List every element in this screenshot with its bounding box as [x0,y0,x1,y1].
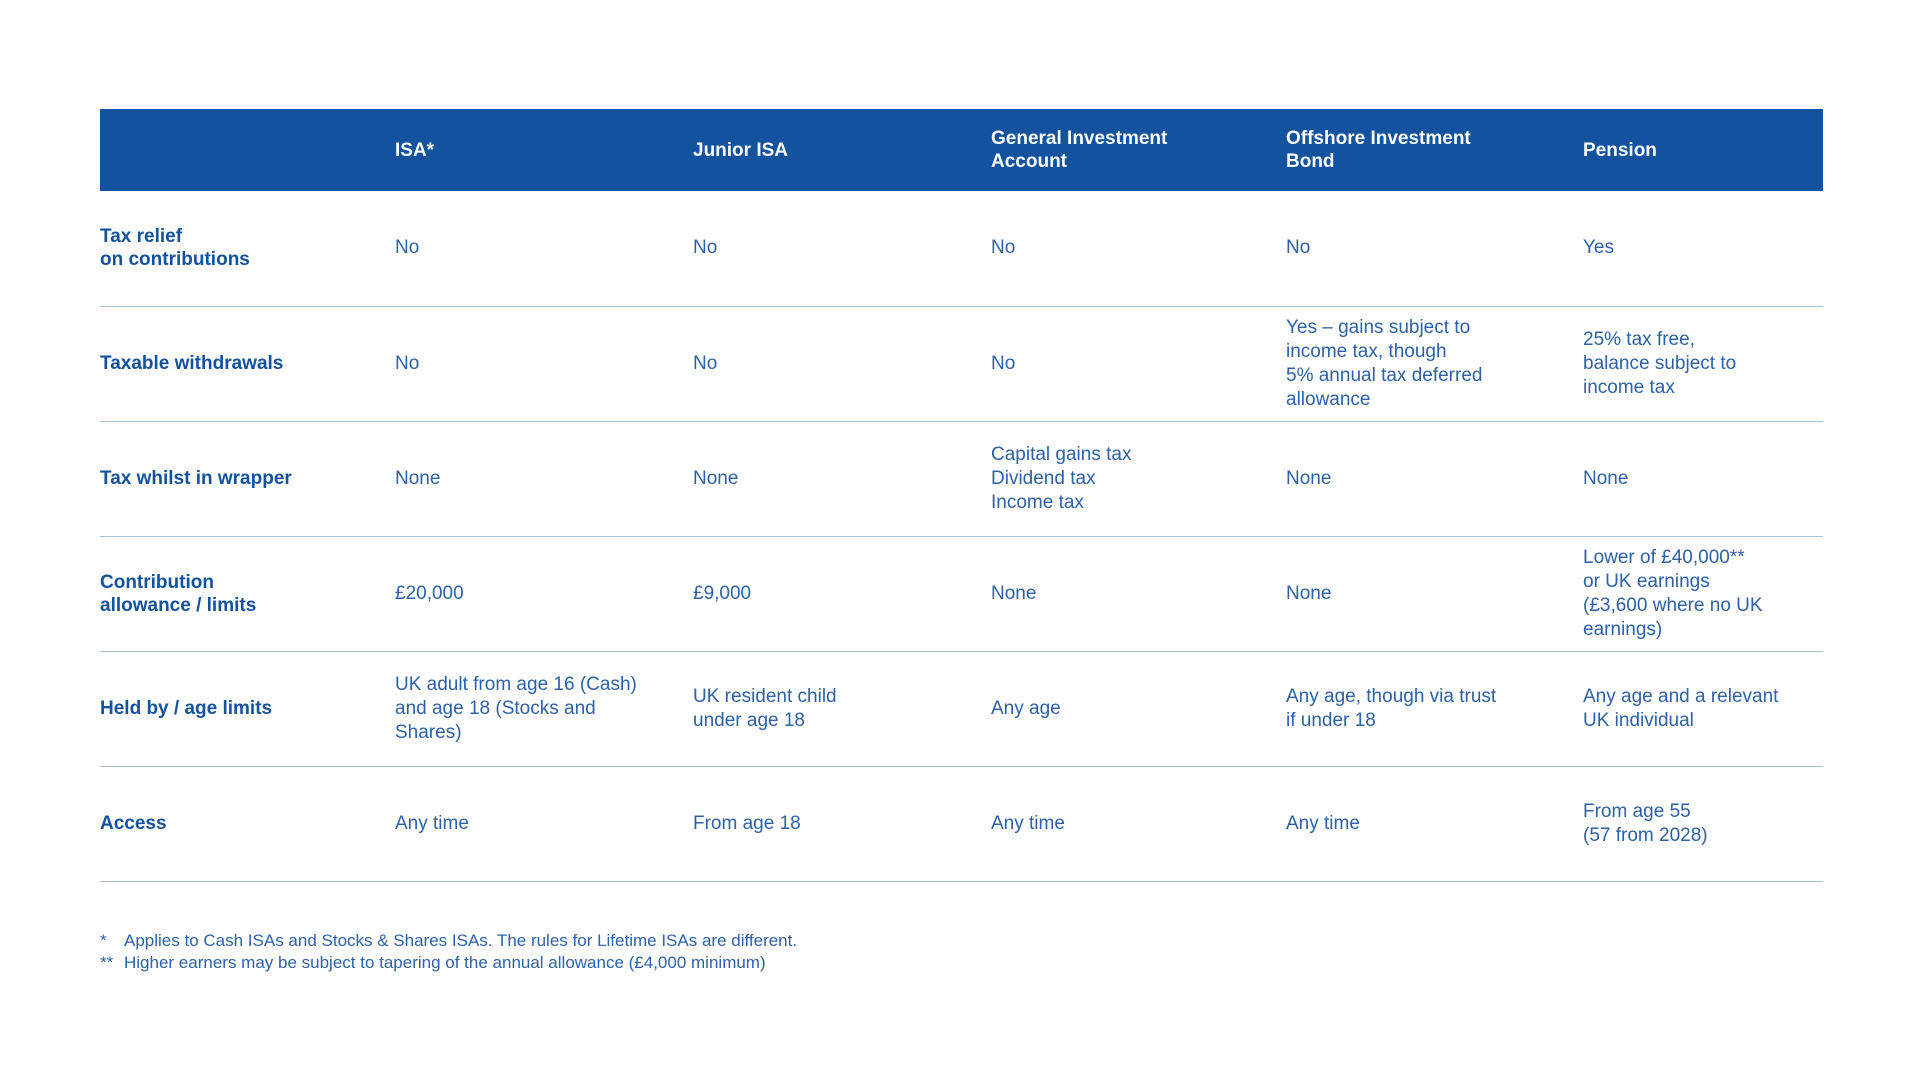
column-header-junior-isa: Junior ISA [693,109,991,191]
table-header: ISA* Junior ISA General Investment Accou… [100,109,1823,191]
table-cell: No [991,306,1286,422]
table-row-held-by-age-limits: Held by / age limits UK adult from age 1… [100,651,1823,767]
table-row-access: Access Any time From age 18 Any time Any… [100,766,1823,882]
table-cell: No [991,191,1286,307]
footnote-text: Higher earners may be subject to taperin… [124,953,766,972]
row-label: Access [100,766,395,882]
table-cell: From age 18 [693,766,991,882]
table-cell: Any age and a relevant UK individual [1583,651,1823,767]
footnote-asterisk: * Applies to Cash ISAs and Stocks & Shar… [100,930,1700,952]
footnote-marker: * [100,931,107,950]
table-cell: None [1583,421,1823,537]
column-header-offshore-investment-bond: Offshore Investment Bond [1286,109,1583,191]
corner-cell [100,109,395,191]
footnote-marker: ** [100,953,114,972]
table-body: Tax relief on contributions No No No No … [100,191,1823,882]
comparison-table-container: ISA* Junior ISA General Investment Accou… [100,109,1823,882]
footnotes: * Applies to Cash ISAs and Stocks & Shar… [100,930,1700,974]
column-header-pension: Pension [1583,109,1823,191]
table-row-taxable-withdrawals: Taxable withdrawals No No No Yes – gains… [100,306,1823,422]
table-cell: 25% tax free, balance subject to income … [1583,306,1823,422]
table-cell: Yes – gains subject to income tax, thoug… [1286,306,1583,422]
table-cell: Any age, though via trust if under 18 [1286,651,1583,767]
table-cell: None [395,421,693,537]
footnote-text: Applies to Cash ISAs and Stocks & Shares… [124,931,798,950]
table-cell: Lower of £40,000** or UK earnings (£3,60… [1583,536,1823,652]
table-cell: Yes [1583,191,1823,307]
table-cell: No [1286,191,1583,307]
table-row-tax-relief: Tax relief on contributions No No No No … [100,191,1823,307]
row-label: Tax relief on contributions [100,191,395,307]
table-cell: UK adult from age 16 (Cash) and age 18 (… [395,651,693,767]
table-row-contribution-allowance: Contribution allowance / limits £20,000 … [100,536,1823,652]
comparison-table: ISA* Junior ISA General Investment Accou… [100,109,1823,882]
table-cell: None [991,536,1286,652]
row-label: Taxable withdrawals [100,306,395,422]
row-label: Contribution allowance / limits [100,536,395,652]
row-label: Held by / age limits [100,651,395,767]
table-cell: Any age [991,651,1286,767]
table-row-tax-whilst-in-wrapper: Tax whilst in wrapper None None Capital … [100,421,1823,537]
table-cell: None [1286,421,1583,537]
column-header-isa: ISA* [395,109,693,191]
table-cell: No [395,306,693,422]
table-cell: None [1286,536,1583,652]
table-cell: £20,000 [395,536,693,652]
table-cell: No [395,191,693,307]
row-label: Tax whilst in wrapper [100,421,395,537]
table-cell: Capital gains tax Dividend tax Income ta… [991,421,1286,537]
table-cell: No [693,191,991,307]
table-cell: UK resident child under age 18 [693,651,991,767]
table-cell: From age 55 (57 from 2028) [1583,766,1823,882]
header-row: ISA* Junior ISA General Investment Accou… [100,109,1823,191]
table-cell: None [693,421,991,537]
column-header-general-investment-account: General Investment Account [991,109,1286,191]
table-cell: Any time [1286,766,1583,882]
table-cell: Any time [395,766,693,882]
footnote-double-asterisk: ** Higher earners may be subject to tape… [100,952,1700,974]
table-cell: Any time [991,766,1286,882]
table-cell: No [693,306,991,422]
table-cell: £9,000 [693,536,991,652]
